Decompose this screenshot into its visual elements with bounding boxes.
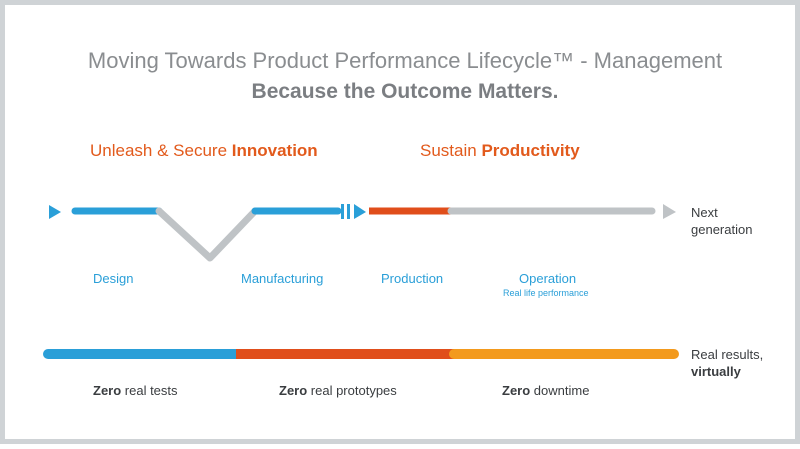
- phase-innovation-heading: Unleash & Secure Innovation: [90, 141, 318, 161]
- transition-arrow-icon: [354, 204, 366, 219]
- start-arrow-icon: [49, 205, 61, 219]
- zero-tests-bold: Zero: [93, 383, 122, 398]
- lifecycle-graphic: [43, 204, 679, 359]
- end-arrow-icon: [663, 204, 676, 219]
- zero-prototypes-rest: real prototypes: [307, 383, 397, 398]
- phase-productivity-emphasis: Productivity: [481, 141, 580, 160]
- stage-operation-subtitle: Real life performance: [503, 288, 589, 298]
- transition-bar-2: [347, 204, 350, 219]
- real-results-label: Real results, virtually: [691, 346, 763, 380]
- zero-tests-rest: real tests: [121, 383, 178, 398]
- transition-bar-1: [341, 204, 344, 219]
- phase-innovation-prefix: Unleash & Secure: [90, 141, 232, 160]
- phase-innovation-emphasis: Innovation: [231, 141, 318, 160]
- real-results-line2: virtually: [691, 364, 741, 379]
- validation-dip: [155, 207, 259, 262]
- page-subtitle: Because the Outcome Matters.: [251, 80, 559, 103]
- real-results-line1: Real results,: [691, 347, 764, 362]
- next-generation-label: Next generation: [691, 204, 752, 238]
- stage-operation: Operation: [519, 271, 577, 286]
- stage-manufacturing: Manufacturing: [241, 271, 324, 286]
- stage-production: Production: [381, 271, 444, 286]
- zero-real-tests: Zero real tests: [93, 383, 178, 398]
- next-generation-line2: generation: [691, 222, 753, 237]
- next-generation-line1: Next: [691, 205, 718, 220]
- zero-downtime-bold: Zero: [502, 383, 531, 398]
- stage-design: Design: [93, 271, 134, 286]
- zero-downtime: Zero downtime: [502, 383, 589, 398]
- page-title: Moving Towards Product Performance Lifec…: [87, 48, 723, 73]
- phase-productivity-prefix: Sustain: [420, 141, 482, 160]
- zero-downtime-rest: downtime: [530, 383, 590, 398]
- zero-real-prototypes: Zero real prototypes: [279, 383, 397, 398]
- zero-prototypes-bold: Zero: [279, 383, 308, 398]
- phase-productivity-heading: Sustain Productivity: [420, 141, 580, 161]
